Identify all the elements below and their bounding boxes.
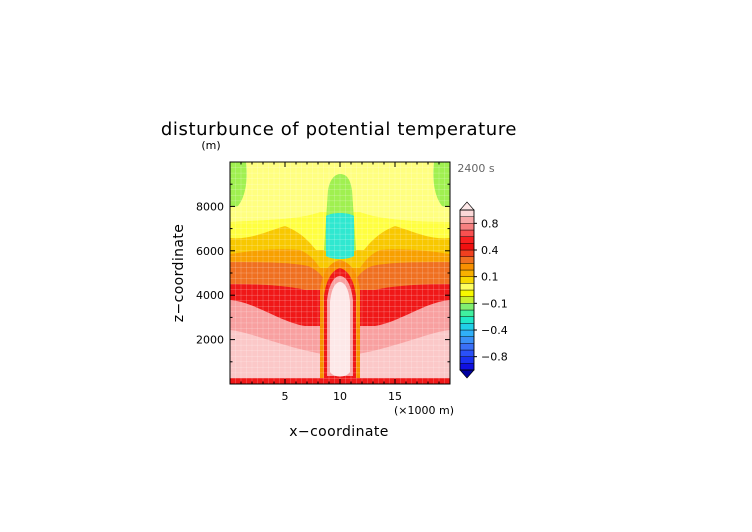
time-label: 2400 s xyxy=(457,162,494,175)
contour-green-topright xyxy=(433,162,450,207)
colorbar-segment xyxy=(459,363,475,371)
colorbar-label: −0.1 xyxy=(481,297,508,310)
y-tick-label: 2000 xyxy=(196,334,224,347)
y-tick-label: 6000 xyxy=(196,245,224,258)
contour-lightpink-left xyxy=(230,330,322,378)
colorbar-segment xyxy=(459,289,475,297)
colorbar-segment xyxy=(459,316,475,324)
contour-lightpink-right xyxy=(358,330,450,378)
contour-central-cyan xyxy=(326,213,354,259)
colorbar-segment xyxy=(459,216,475,224)
colorbar-segment xyxy=(459,263,475,271)
plot-area xyxy=(229,161,451,385)
colorbar-segment xyxy=(459,329,475,337)
colorbar-segment xyxy=(459,283,475,291)
colorbar-segment xyxy=(459,256,475,264)
colorbar-segment xyxy=(459,336,475,344)
colorbar-segment xyxy=(459,323,475,331)
contour-plume-core xyxy=(330,282,350,377)
contour-green-topleft xyxy=(230,162,247,207)
colorbar-segment xyxy=(459,343,475,351)
y-tick-label: 4000 xyxy=(196,289,224,302)
colorbar-segment xyxy=(459,236,475,244)
colorbar-bottom-arrow xyxy=(459,369,475,379)
fine-grid xyxy=(230,162,450,384)
colorbar-segment xyxy=(459,249,475,257)
colorbar-label: −0.8 xyxy=(481,351,508,364)
x-axis-label: x−coordinate xyxy=(289,424,389,440)
colorbar-label: 0.1 xyxy=(481,271,499,284)
colorbar-segment xyxy=(459,356,475,364)
y-unit-label: (m) xyxy=(201,139,220,152)
x-axis: 5 10 15 xyxy=(240,162,440,403)
chart-title: disturbunce of potential temperature xyxy=(161,119,517,140)
colorbar-segment xyxy=(459,309,475,317)
colorbar-label: 0.8 xyxy=(481,217,499,230)
colorbar-label: −0.4 xyxy=(481,324,508,337)
x-tick-label: 5 xyxy=(282,390,289,403)
y-axis: 2000 4000 6000 8000 xyxy=(196,183,450,363)
contour-fill xyxy=(230,162,450,384)
colorbar: 0.8 0.4 0.1 −0.1 −0.4 −0.8 xyxy=(459,201,508,379)
colorbar-segment xyxy=(459,269,475,277)
colorbar-segment xyxy=(459,209,475,217)
colorbar-label: 0.4 xyxy=(481,244,499,257)
colorbar-segment xyxy=(459,296,475,304)
colorbar-segment xyxy=(459,349,475,357)
contour-darkorange-band xyxy=(230,262,450,294)
colorbar-top-arrow xyxy=(459,201,475,211)
colorbar-frame xyxy=(459,209,475,371)
y-tick-label: 8000 xyxy=(196,200,224,213)
x-tick-label: 10 xyxy=(333,390,347,403)
x-unit-label: (×1000 m) xyxy=(394,404,454,417)
x-tick-label: 15 xyxy=(388,390,402,403)
colorbar-segment xyxy=(459,303,475,311)
colorbar-segment xyxy=(459,243,475,251)
colorbar-segment xyxy=(459,229,475,237)
colorbar-segment xyxy=(459,276,475,284)
colorbar-segment xyxy=(459,223,475,231)
y-axis-label: z−coordinate xyxy=(171,224,187,323)
